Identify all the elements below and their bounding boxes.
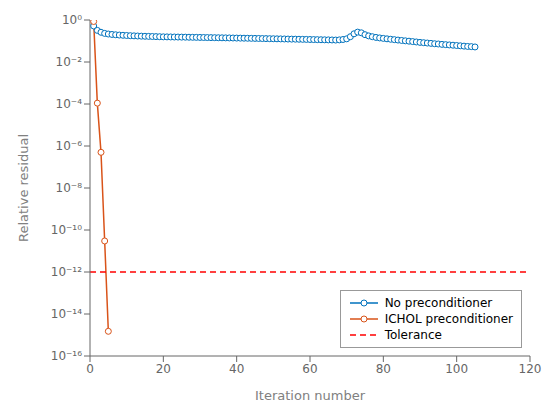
svg-text:10⁻¹⁰: 10⁻¹⁰ bbox=[51, 223, 82, 237]
svg-text:10⁰: 10⁰ bbox=[62, 13, 82, 27]
svg-text:10⁻¹²: 10⁻¹² bbox=[51, 265, 82, 279]
svg-text:60: 60 bbox=[302, 362, 317, 376]
svg-text:10⁻⁶: 10⁻⁶ bbox=[56, 139, 83, 153]
svg-text:80: 80 bbox=[376, 362, 391, 376]
svg-text:10⁻¹⁶: 10⁻¹⁶ bbox=[51, 349, 82, 363]
svg-text:120: 120 bbox=[519, 362, 542, 376]
html-text:No preconditioner: No preconditioner bbox=[384, 296, 493, 310]
svg-text:10⁻¹⁴: 10⁻¹⁴ bbox=[51, 307, 82, 321]
svg-text:10⁻²: 10⁻² bbox=[56, 55, 83, 69]
svg-text:20: 20 bbox=[156, 362, 171, 376]
svg-text:0: 0 bbox=[86, 362, 94, 376]
html-text:ICHOL preconditioner: ICHOL preconditioner bbox=[384, 312, 513, 326]
svg-text:10⁻⁴: 10⁻⁴ bbox=[56, 97, 83, 111]
svg-text:Relative residual: Relative residual bbox=[16, 134, 31, 242]
html-text:Tolerance: Tolerance bbox=[384, 328, 442, 342]
svg-text:100: 100 bbox=[445, 362, 468, 376]
svg-text:10⁻⁸: 10⁻⁸ bbox=[56, 181, 83, 195]
svg-text:40: 40 bbox=[229, 362, 244, 376]
svg-text:Iteration number: Iteration number bbox=[255, 388, 366, 403]
